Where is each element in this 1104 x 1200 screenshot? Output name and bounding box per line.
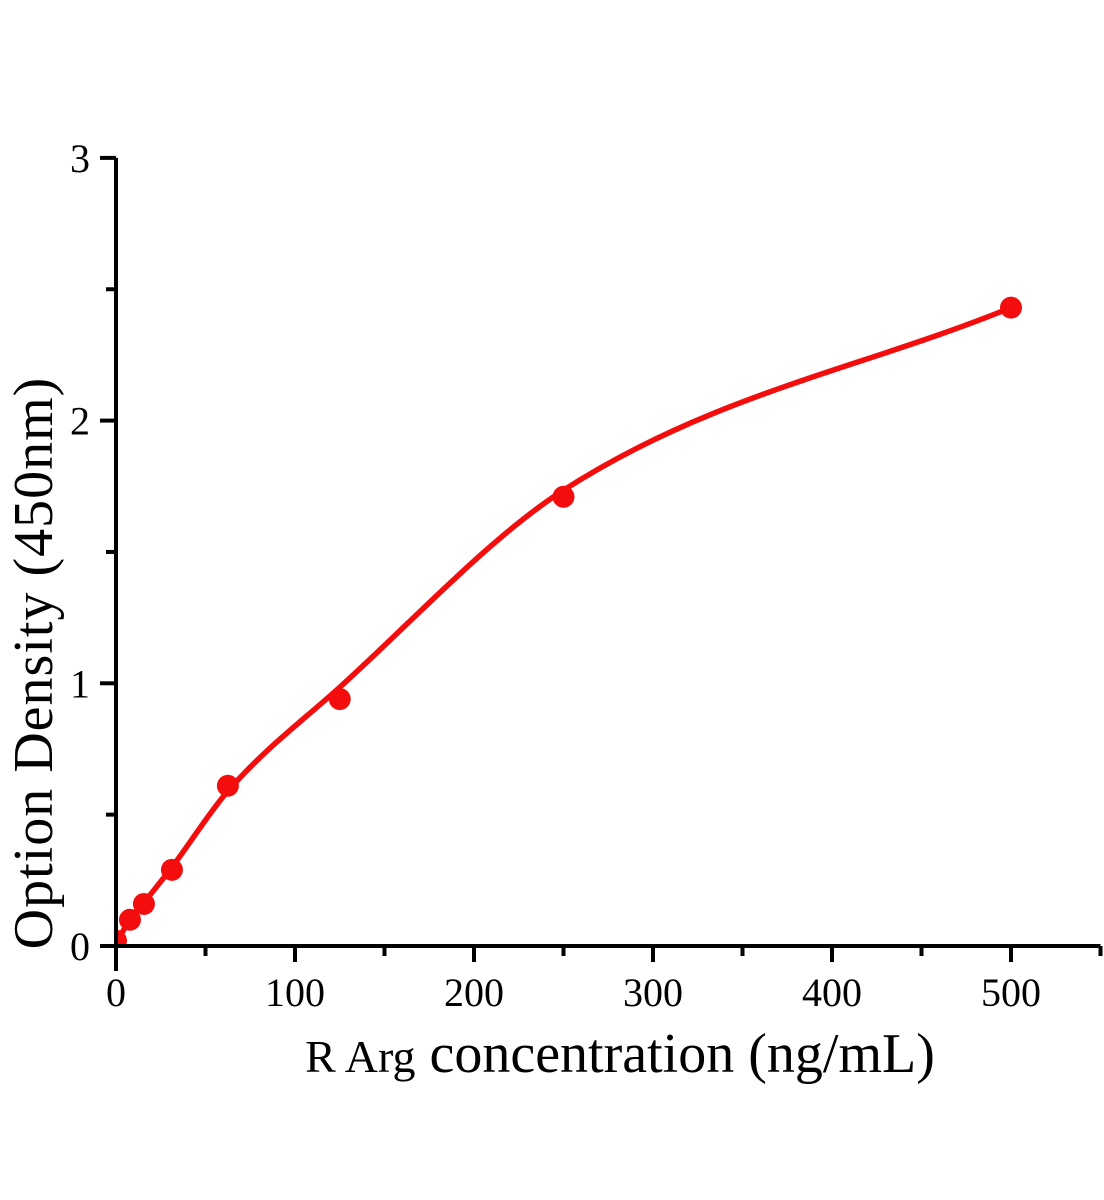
x-tick-label: 0 — [106, 970, 126, 1015]
y-tick-label: 2 — [70, 399, 90, 444]
x-tick-label: 500 — [981, 970, 1041, 1015]
data-point — [552, 485, 575, 508]
data-point — [328, 688, 351, 711]
x-axis-title: R Arg concentration (ng/mL) — [305, 1022, 935, 1086]
data-point — [1000, 296, 1022, 319]
series-group — [118, 296, 1022, 945]
data-point — [132, 892, 155, 915]
tick-labels: 0 100 200 300 400 500 0 1 2 3 — [70, 136, 1041, 1015]
data-point — [216, 774, 239, 797]
tick-marks — [100, 155, 1103, 962]
x-tick-label: 200 — [444, 970, 504, 1015]
y-tick-label: 3 — [70, 136, 90, 181]
fit-curve — [118, 304, 1014, 945]
x-tick-label: 300 — [623, 970, 683, 1015]
x-tick-label: 400 — [802, 970, 862, 1015]
y-axis-title-text: Option Density (450nm) — [3, 376, 65, 950]
y-tick-label: 0 — [70, 924, 90, 969]
x-tick-label: 100 — [265, 970, 325, 1015]
data-point — [118, 908, 141, 931]
axes — [101, 157, 1101, 971]
data-point — [118, 929, 127, 945]
data-point — [160, 858, 183, 881]
x-axis-title-prefix: R Arg — [305, 1031, 416, 1082]
x-axis-title-main: concentration (ng/mL) — [429, 1023, 935, 1085]
y-tick-label: 1 — [70, 661, 90, 706]
